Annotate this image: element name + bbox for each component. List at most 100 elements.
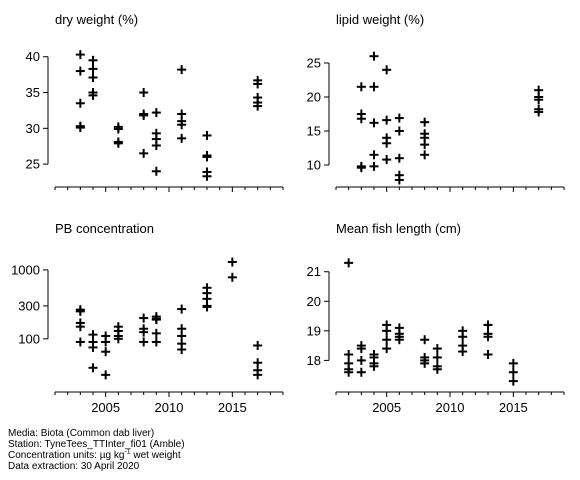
data-point [394,153,404,163]
data-point [432,364,442,374]
data-point [369,51,379,61]
footer-extraction: Data extraction: 30 April 2020 [8,461,140,472]
y-tick-label: 10 [307,158,321,173]
data-point [101,370,111,380]
footer-units-sup: -1 [124,448,131,456]
data-point [369,150,379,160]
data-point [75,337,85,347]
data-point [382,335,392,345]
data-point [382,65,392,75]
data-point [113,334,123,344]
data-point [139,88,149,98]
data-point [151,337,161,347]
data-point [88,90,98,100]
data-point [177,344,187,354]
data-point [88,55,98,65]
x-tick-label: 2005 [91,400,120,415]
y-tick-label: 20 [307,294,321,309]
y-tick-label: 19 [307,323,321,338]
data-point [139,148,149,158]
data-point [75,98,85,108]
data-point [101,347,111,357]
y-tick-label: 25 [26,157,40,172]
y-tick-label: 300 [18,298,40,313]
y-tick-label: 15 [307,124,321,139]
data-point [420,358,430,368]
footer-units-suffix: wet weight [130,450,181,461]
data-point [382,115,392,125]
y-tick-label: 35 [26,85,40,100]
data-point [177,120,187,130]
data-point [75,322,85,332]
data-point [75,50,85,60]
data-point [75,66,85,76]
data-point [369,161,379,171]
panel-title: lipid weight (%) [336,12,424,27]
footer-media: Media: Biota (Common dab liver) [8,428,155,439]
data-point [420,150,430,160]
data-point [113,138,123,148]
panel-title: dry weight (%) [55,12,138,27]
data-point [508,358,518,368]
panel-title: PB concentration [55,221,154,236]
data-point [177,133,187,143]
y-tick-label: 100 [18,331,40,346]
data-point [420,140,430,150]
x-tick-label: 2005 [372,400,401,415]
data-point [139,110,149,120]
data-point [113,124,123,134]
y-tick-label: 18 [307,353,321,368]
data-point [151,315,161,325]
footer-station: Station: TyneTees_TTInter_fi01 (Amble) [8,439,185,450]
data-point [394,335,404,345]
data-point [253,370,263,380]
x-tick-label: 2015 [218,400,247,415]
data-point [508,376,518,386]
data-point [356,114,366,124]
data-point [253,340,263,350]
data-point [177,65,187,75]
y-tick-label: 1000 [11,262,40,277]
data-point [508,367,518,377]
data-point [369,118,379,128]
data-point [534,95,544,105]
data-point [101,337,111,347]
data-point [202,130,212,140]
data-point [177,304,187,314]
chart-panel-4: Mean fish length (cm) 18 19 20 21 2005 2010 201… [307,221,565,415]
chart-panel-3: PB concentration 100 300 1000 2005 2010 2015 [11,221,284,415]
data-point [534,107,544,117]
data-point [394,126,404,136]
x-tick-label: 2015 [499,400,528,415]
data-point [356,163,366,173]
data-point [344,258,354,268]
data-point [88,64,98,74]
x-tick-label: 2010 [436,400,465,415]
data-point [88,363,98,373]
y-tick-label: 25 [307,56,321,71]
data-point [344,367,354,377]
data-point [151,140,161,150]
data-point [139,327,149,337]
footer-units: Concentration units: µg kg-1 wet weight [8,448,185,461]
chart-panel-2: lipid weight (%) 10 15 20 25 [307,12,565,192]
data-point [344,349,354,359]
y-tick-label: 20 [307,90,321,105]
data-point [202,171,212,181]
y-tick-label: 21 [307,264,321,279]
data-point [75,306,85,316]
data-point [420,117,430,127]
data-point [139,313,149,323]
data-point [483,349,493,359]
data-point [356,344,366,354]
data-point [382,344,392,354]
data-point [88,342,98,352]
data-point [458,332,468,342]
data-point [202,302,212,312]
data-point [432,352,442,362]
data-point [420,335,430,345]
data-point [356,82,366,92]
data-point [202,152,212,162]
data-point [394,175,404,185]
